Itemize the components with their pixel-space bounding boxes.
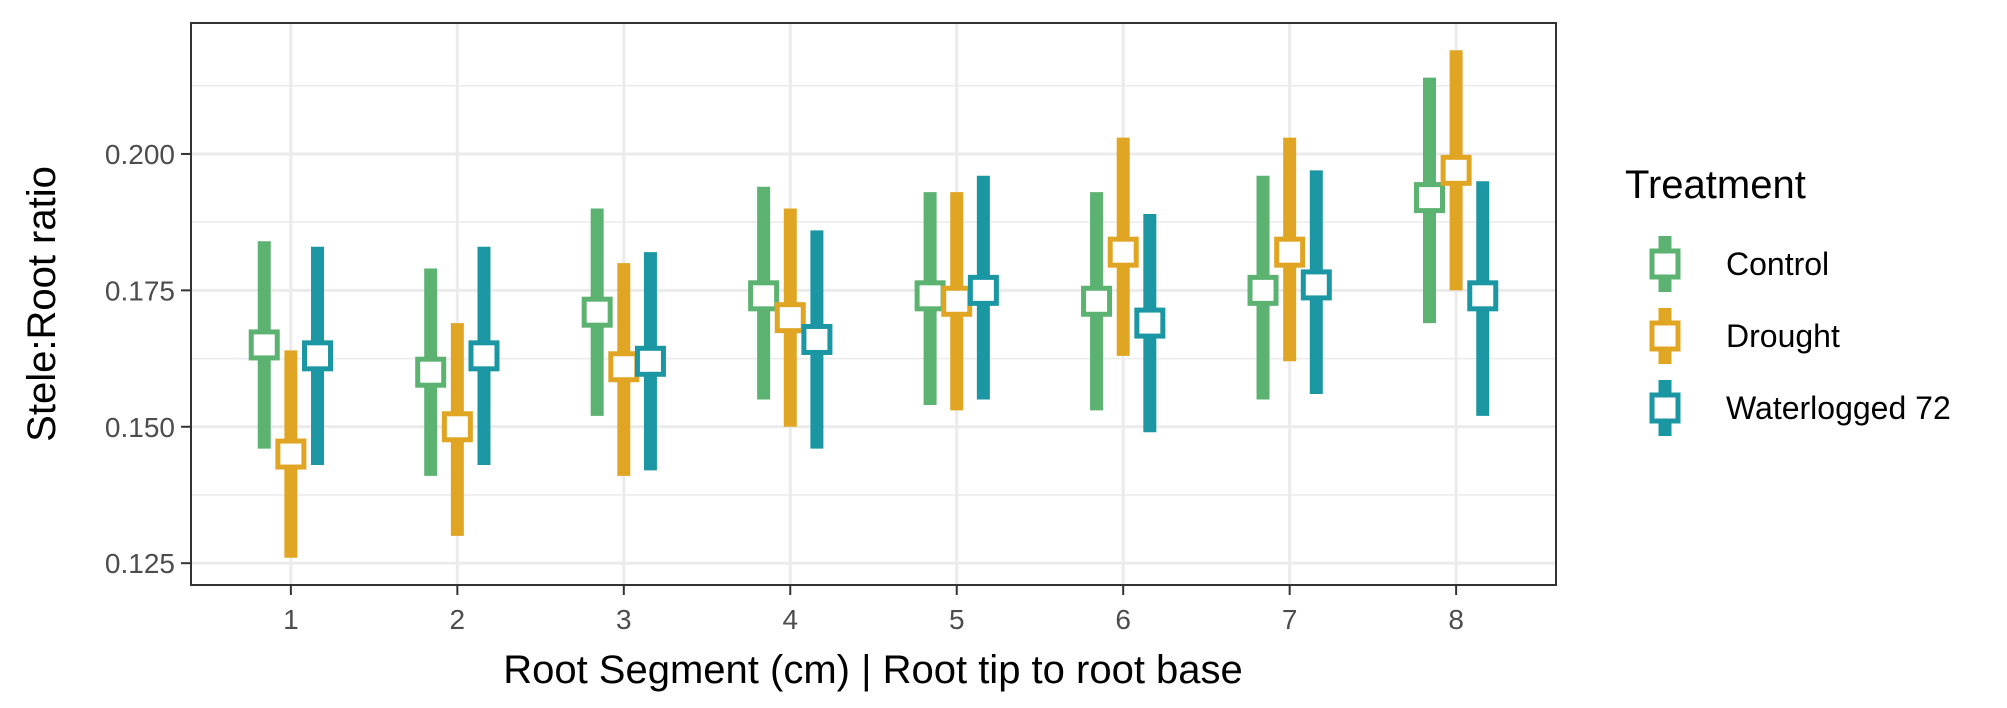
- legend-key-marker: [1649, 392, 1681, 424]
- data-point: [1440, 154, 1472, 186]
- data-point: [967, 274, 999, 306]
- data-point: [634, 345, 666, 377]
- data-point: [468, 340, 500, 372]
- data-point: [275, 438, 307, 470]
- data-point: [1247, 274, 1279, 306]
- x-tick-label: 7: [1282, 604, 1298, 635]
- y-tick-label: 0.175: [105, 275, 175, 306]
- y-tick-label: 0.150: [105, 412, 175, 443]
- axes: 0.125 0.150 0.175 0.200 1 2 3 4 5 6 7 8: [105, 139, 1464, 635]
- data-point: [941, 285, 973, 317]
- data-point: [801, 323, 833, 355]
- x-tick-label: 5: [949, 604, 965, 635]
- x-axis-title: Root Segment (cm) | Root tip to root bas…: [503, 648, 1243, 692]
- data-point: [441, 411, 473, 443]
- plot-marks: [248, 50, 1499, 558]
- data-point: [415, 356, 447, 388]
- legend-key-marker: [1649, 320, 1681, 352]
- x-tick-label: 3: [616, 604, 632, 635]
- legend-label: Drought: [1726, 318, 1840, 354]
- data-point: [914, 280, 946, 312]
- data-point: [1467, 280, 1499, 312]
- data-point: [608, 351, 640, 383]
- x-tick-label: 2: [450, 604, 466, 635]
- x-tick-label: 4: [782, 604, 798, 635]
- data-point: [1413, 182, 1445, 214]
- x-tick-label: 1: [283, 604, 299, 635]
- panel-border: [190, 22, 1557, 586]
- data-point: [1081, 285, 1113, 317]
- legend-label: Control: [1726, 246, 1829, 282]
- x-tick-label: 8: [1448, 604, 1464, 635]
- legend-key-marker: [1649, 248, 1681, 280]
- data-point: [581, 296, 613, 328]
- data-point: [1300, 269, 1332, 301]
- data-point: [1274, 236, 1306, 268]
- legend-label: Waterlogged 72: [1726, 390, 1951, 426]
- legend: Treatment Control Drought Waterlogged 72: [1625, 163, 1951, 436]
- y-axis-title: Stele:Root ratio: [20, 166, 64, 442]
- data-point: [1107, 236, 1139, 268]
- data-point: [748, 280, 780, 312]
- y-tick-label: 0.125: [105, 548, 175, 579]
- x-tick-label: 6: [1115, 604, 1131, 635]
- data-point: [302, 340, 334, 372]
- data-point: [1134, 307, 1166, 339]
- data-point: [774, 302, 806, 334]
- data-point: [248, 329, 280, 361]
- y-tick-label: 0.200: [105, 139, 175, 170]
- legend-title: Treatment: [1625, 163, 1806, 207]
